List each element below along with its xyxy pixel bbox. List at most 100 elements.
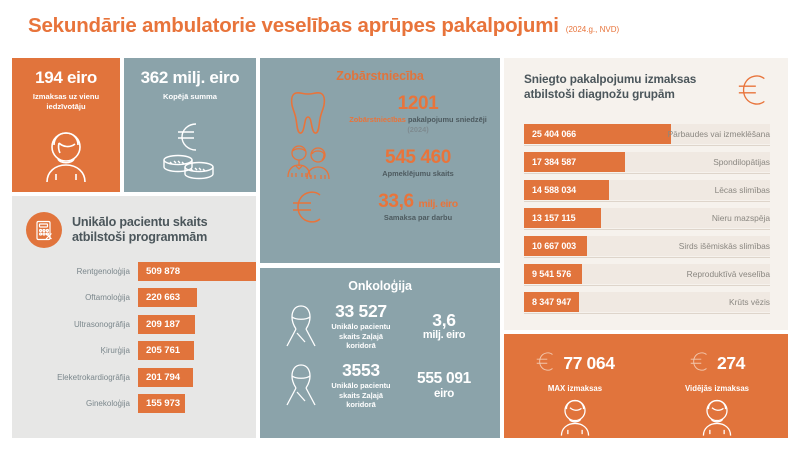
bar-value: 209 187: [146, 318, 180, 330]
oncology-side-value: 3,6: [432, 309, 456, 330]
value-number: 33,6: [378, 190, 414, 212]
cost-card-max: 77 064 MAX izmaksas: [504, 334, 646, 438]
cost-value: 274: [717, 353, 745, 374]
bar-rule: [524, 201, 770, 202]
bar-rule: [524, 313, 770, 314]
oncology-side: 3,6 milj. eiro: [398, 311, 490, 342]
bar-row: Ultrasonogrāfija 209 187: [22, 314, 256, 334]
bar-fill: 17 384 587: [524, 152, 625, 172]
bar-label: Pārbaudes vai izmeklēšana: [667, 129, 770, 139]
bar-value: 10 667 003: [532, 241, 577, 251]
kpi-card-total-sum: 362 milj. eiro Kopējā summa: [124, 58, 256, 192]
page-header: Sekundārie ambulatorie veselības aprūpes…: [28, 14, 619, 38]
bar-value: 8 347 947: [532, 297, 572, 307]
bar-row: Oftamoloģija 220 663: [22, 288, 256, 308]
bar-row: Eleketrokardiogrāfija 201 794: [22, 367, 256, 387]
bar-rule: [524, 229, 770, 230]
oncology-side: 555 091 eiro: [398, 369, 490, 400]
bar-track: [524, 264, 770, 284]
bar-rule: [524, 285, 770, 286]
bar-row: 8 347 947 Krūts vēzis: [524, 292, 770, 314]
bar-row: 10 667 003 Sirds išēmiskās slimības: [524, 236, 770, 258]
person-icon: [555, 397, 595, 442]
tooth-icon: [282, 90, 334, 138]
bar-rule: [524, 173, 770, 174]
bar-value: 220 663: [146, 292, 180, 303]
oncology-caption: Unikālo pacientu skaits Zaļajā koridorā: [331, 381, 391, 410]
bar-row: 17 384 587 Spondilopātijas: [524, 152, 770, 174]
cost-caption: MAX izmaksas: [547, 384, 603, 393]
ribbon-icon: [278, 362, 324, 408]
bar-fill: 14 588 034: [524, 180, 609, 200]
bar-label: Reproduktīvā veselība: [686, 269, 770, 279]
bar-fill: 13 157 115: [524, 208, 601, 228]
bar-value: 25 404 066: [532, 129, 577, 139]
bar-fill: 509 878: [138, 261, 256, 281]
two-people-icon: [282, 143, 334, 183]
bar-label: Rentgenoloģija: [76, 266, 130, 276]
bar-fill: 220 663: [138, 288, 197, 307]
page-title: Sekundārie ambulatorie veselības aprūpes…: [28, 14, 559, 37]
person-icon: [12, 119, 120, 192]
cost-headline: 77 064: [535, 350, 615, 378]
unique-patients-bar-chart: Rentgenoloģija 509 878 Oftamoloģija 220 …: [12, 261, 256, 414]
cost-value: 77 064: [563, 353, 615, 374]
bar-track: [524, 292, 770, 312]
bar-label: Spondilopātijas: [713, 157, 770, 167]
bar-label: Lēcas slimības: [714, 185, 770, 195]
diagnoses-section: Sniegto pakalpojumu izmaksas atbilstoši …: [504, 58, 788, 330]
bar-value: 201 794: [146, 371, 180, 383]
costs-section: 77 064 MAX izmaksas: [504, 334, 788, 438]
euro-icon: [282, 188, 334, 226]
dentistry-caption: Zobārstniecības pakalpojumu sniedzēji (2…: [342, 115, 494, 134]
dentistry-value: 1201: [397, 93, 439, 115]
kpi-caption: Kopējā summa: [162, 92, 218, 101]
bar-fill: 205 761: [138, 341, 194, 360]
bar-label: Eleketrokardiogrāfija: [57, 372, 130, 382]
oncology-side-value: 555 091: [417, 369, 471, 387]
dentistry-value: 33,6 milj. eiro: [342, 190, 494, 212]
euro-icon: [535, 350, 556, 378]
bar-row: 14 588 034 Lēcas slimības: [524, 180, 770, 202]
kpi-caption: Izmaksas uz vienu iedzīvotāju: [32, 92, 100, 112]
oncology-main: 3553 Unikālo pacientu skaits Zaļajā kori…: [324, 359, 398, 410]
bar-label: Sirds išēmiskās slimības: [678, 241, 770, 251]
oncology-value: 3553: [342, 359, 380, 380]
dentistry-row-providers: 1201 Zobārstniecības pakalpojumu sniedzē…: [260, 90, 500, 138]
dentistry-row-visits: 545 460 Apmeklējumu skaits: [260, 143, 500, 183]
bar-rule: [524, 257, 770, 258]
cost-caption: Vidējās izmaksas: [684, 384, 749, 393]
cost-headline: 274: [689, 350, 745, 378]
section-title: Zobārstniecība: [336, 69, 424, 83]
caption-part-orange: Zobārstniecības: [349, 115, 406, 125]
dentistry-row-payment: 33,6 milj. eiro Samaksa par darbu: [260, 188, 500, 226]
bar-label: Ultrasonogrāfija: [73, 319, 130, 329]
person-icon: [697, 397, 737, 442]
oncology-row: 3553 Unikālo pacientu skaits Zaļajā kori…: [278, 359, 490, 410]
bar-value: 509 878: [146, 265, 180, 277]
page-subtitle: (2024.g., NVD): [565, 25, 620, 34]
bar-row: Ķirurģija 205 761: [22, 341, 256, 361]
oncology-row: 33 527 Unikālo pacientu skaits Zaļajā ko…: [278, 302, 490, 351]
caption-part-dark: pakalpojumu sniedzēji: [405, 115, 487, 125]
dentistry-value: 545 460: [385, 146, 451, 168]
document-chart-icon: [26, 212, 62, 248]
bar-label: Oftamoloģija: [85, 293, 130, 302]
bar-row: Rentgenoloģija 509 878: [22, 261, 256, 281]
section-title: Unikālo pacientu skaits atbilstoši progr…: [72, 214, 208, 244]
bar-fill: 201 794: [138, 367, 193, 387]
bar-row: 25 404 066 Pārbaudes vai izmeklēšana: [524, 124, 770, 146]
bar-fill: 209 187: [138, 314, 195, 334]
dentistry-caption: Apmeklējumu skaits: [382, 169, 454, 179]
bar-label: Nieru mazspēja: [711, 213, 770, 223]
bar-value: 205 761: [146, 345, 180, 356]
section-title: Onkoloģija: [348, 279, 412, 293]
bar-row: 13 157 115 Nieru mazspēja: [524, 208, 770, 230]
unique-patients-section: Unikālo pacientu skaits atbilstoši progr…: [12, 196, 256, 438]
ribbon-icon: [278, 303, 324, 349]
euro-icon: [689, 350, 710, 378]
cost-card-average: 274 Vidējās izmaksas: [646, 334, 788, 438]
oncology-section: Onkoloģija 33 527 Unikālo pacientu skait…: [260, 268, 500, 438]
bar-fill: 10 667 003: [524, 236, 587, 256]
